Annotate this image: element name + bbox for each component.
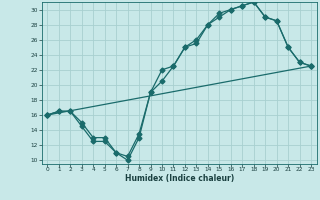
X-axis label: Humidex (Indice chaleur): Humidex (Indice chaleur) — [124, 174, 234, 183]
